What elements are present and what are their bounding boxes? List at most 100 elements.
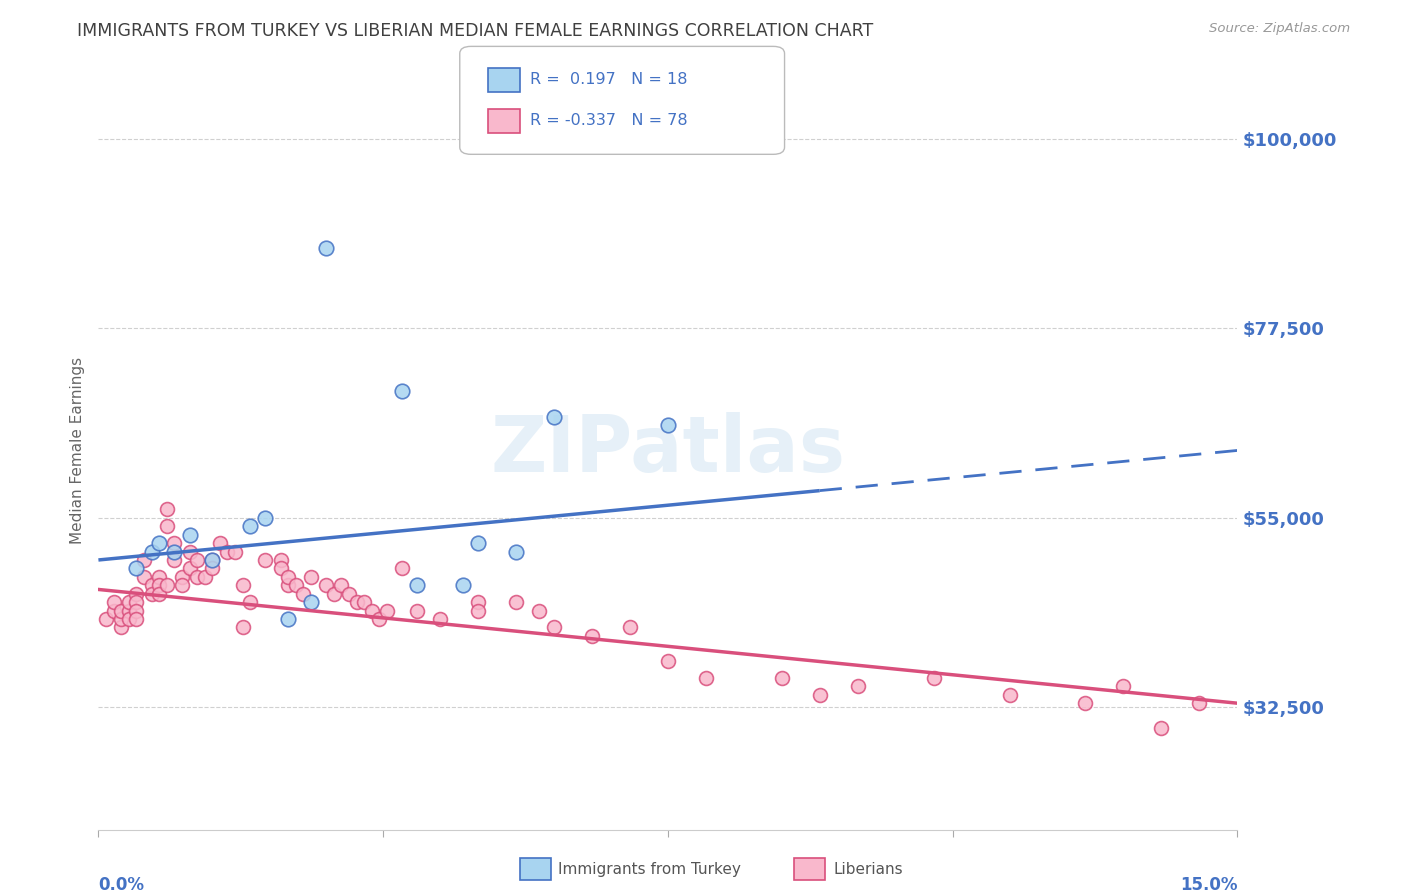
Text: R =  0.197   N = 18: R = 0.197 N = 18 [530,72,688,87]
Point [125,595,148,609]
Point [148,578,170,592]
Point [808,688,831,702]
Point [141,578,163,592]
Point [170,570,193,584]
Point [110,620,132,634]
Point [315,578,337,592]
Point [270,561,292,575]
Point [148,536,170,550]
Point [201,561,224,575]
Point [998,688,1021,702]
Point [846,679,869,693]
Point [201,553,224,567]
Text: 0.0%: 0.0% [98,876,145,892]
Point [156,578,179,592]
Point [179,544,201,558]
Point [391,384,413,399]
Text: 15.0%: 15.0% [1180,876,1237,892]
Text: ZIPatlas: ZIPatlas [491,412,845,489]
Point [467,595,489,609]
Point [254,511,277,525]
Point [922,671,945,685]
Point [118,595,141,609]
Point [277,570,299,584]
Point [125,603,148,617]
Point [353,595,375,609]
Point [505,595,527,609]
Point [330,578,353,592]
Point [375,603,398,617]
Point [284,578,307,592]
Point [239,595,262,609]
Point [179,527,201,541]
Point [141,587,163,601]
Text: IMMIGRANTS FROM TURKEY VS LIBERIAN MEDIAN FEMALE EARNINGS CORRELATION CHART: IMMIGRANTS FROM TURKEY VS LIBERIAN MEDIA… [77,22,873,40]
Point [1188,696,1211,710]
Point [467,536,489,550]
Point [315,241,337,255]
Point [125,587,148,601]
Point [110,612,132,626]
Point [217,544,239,558]
Point [299,595,322,609]
Point [201,553,224,567]
Point [148,570,170,584]
Point [657,654,679,668]
Point [527,603,550,617]
Point [156,502,179,516]
Point [110,603,132,617]
Point [132,570,155,584]
Point [657,418,679,433]
Point [467,603,489,617]
Point [118,603,141,617]
Point [132,553,155,567]
Point [194,570,217,584]
Point [1074,696,1097,710]
Point [148,587,170,601]
Point [543,620,565,634]
Point [163,544,186,558]
Point [543,409,565,424]
Point [103,603,125,617]
Point [224,544,246,558]
Point [277,578,299,592]
Point [232,578,254,592]
Point [163,553,186,567]
Text: R = -0.337   N = 78: R = -0.337 N = 78 [530,113,688,128]
Point [695,671,717,685]
Text: Source: ZipAtlas.com: Source: ZipAtlas.com [1209,22,1350,36]
Point [619,620,641,634]
Point [368,612,391,626]
Y-axis label: Median Female Earnings: Median Female Earnings [69,357,84,544]
Point [103,595,125,609]
Text: Liberians: Liberians [834,863,904,877]
Point [141,544,163,558]
Point [406,578,429,592]
Point [346,595,368,609]
Point [451,578,474,592]
Text: Immigrants from Turkey: Immigrants from Turkey [558,863,741,877]
Point [770,671,793,685]
Point [581,629,603,643]
Point [208,536,231,550]
Point [292,587,315,601]
Point [94,612,117,626]
Point [239,519,262,533]
Point [337,587,360,601]
Point [406,603,429,617]
Point [505,544,527,558]
Point [125,561,148,575]
Point [429,612,451,626]
Point [186,570,208,584]
Point [277,612,299,626]
Point [1150,722,1173,736]
Point [254,553,277,567]
Point [163,536,186,550]
Point [186,553,208,567]
Point [270,553,292,567]
Point [170,578,193,592]
Point [360,603,382,617]
Point [299,570,322,584]
Point [391,561,413,575]
Point [232,620,254,634]
